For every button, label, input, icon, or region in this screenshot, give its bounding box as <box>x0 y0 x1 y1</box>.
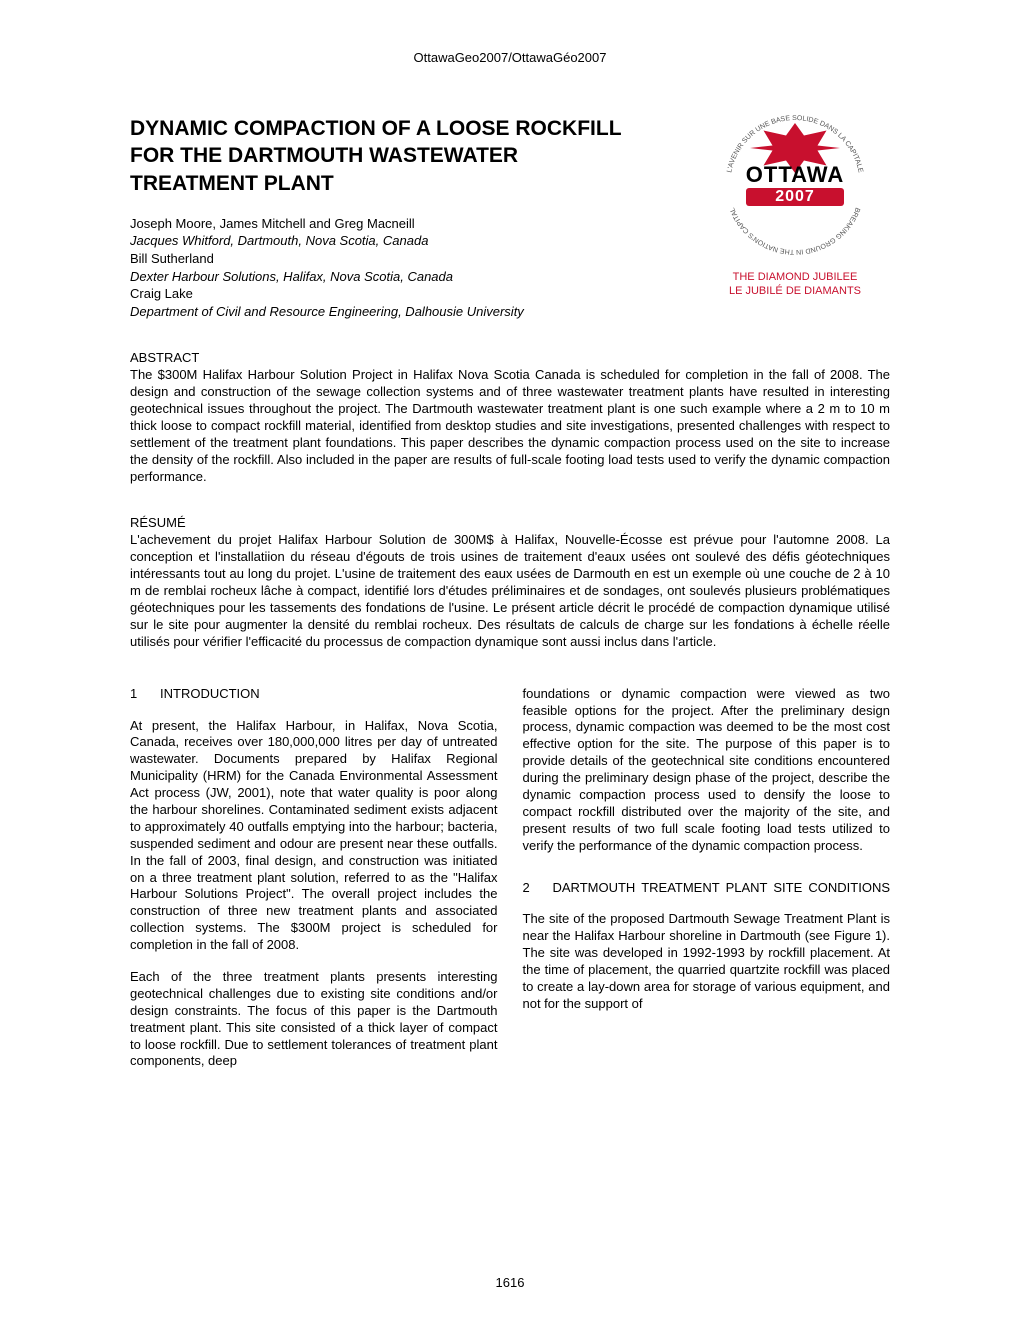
logo-tagline: THE DIAMOND JUBILEE LE JUBILÉ DE DIAMANT… <box>729 270 861 299</box>
col2-paragraph-1: foundations or dynamic compaction were v… <box>523 686 891 855</box>
author-line-1: Joseph Moore, James Mitchell and Greg Ma… <box>130 215 650 233</box>
intro-paragraph-2: Each of the three treatment plants prese… <box>130 969 498 1070</box>
logo-year: 2007 <box>746 188 844 206</box>
section-2-number: 2 <box>523 880 553 897</box>
abstract-heading: ABSTRACT <box>130 350 890 365</box>
arc-text-bottom: BREAKING GROUND IN THE NATION'S CAPITAL <box>729 206 861 255</box>
section-2-heading: 2 DARTMOUTH TREATMENT PLANT SITE CONDITI… <box>523 880 891 897</box>
author-affiliation-2: Dexter Harbour Solutions, Halifax, Nova … <box>130 268 650 286</box>
title-section: DYNAMIC COMPACTION OF A LOOSE ROCKFILL F… <box>130 115 890 320</box>
svg-text:BREAKING GROUND IN THE NATION': BREAKING GROUND IN THE NATION'S CAPITAL <box>729 206 861 255</box>
dartmouth-paragraph-1: The site of the proposed Dartmouth Sewag… <box>523 911 891 1012</box>
right-column: foundations or dynamic compaction were v… <box>523 686 891 1086</box>
abstract-body: The $300M Halifax Harbour Solution Proje… <box>130 367 890 485</box>
abstract-section: ABSTRACT The $300M Halifax Harbour Solut… <box>130 350 890 485</box>
section-1-heading: 1 INTRODUCTION <box>130 686 498 703</box>
logo-circle: L'AVENIR SUR UNE BASE SOLIDE DANS LA CAP… <box>715 105 875 265</box>
resume-section: RÉSUMÉ L'achevement du projet Halifax Ha… <box>130 515 890 650</box>
resume-body: L'achevement du projet Halifax Harbour S… <box>130 532 890 650</box>
title-left: DYNAMIC COMPACTION OF A LOOSE ROCKFILL F… <box>130 115 650 320</box>
tagline-fr: LE JUBILÉ DE DIAMANTS <box>729 284 861 298</box>
section-2-title: DARTMOUTH TREATMENT PLANT SITE CONDITION… <box>553 880 891 897</box>
conference-logo: L'AVENIR SUR UNE BASE SOLIDE DANS LA CAP… <box>700 105 890 299</box>
tagline-en: THE DIAMOND JUBILEE <box>729 270 861 284</box>
author-affiliation-3: Department of Civil and Resource Enginee… <box>130 303 650 321</box>
author-line-2: Bill Sutherland <box>130 250 650 268</box>
page-title: DYNAMIC COMPACTION OF A LOOSE ROCKFILL F… <box>130 115 650 197</box>
resume-heading: RÉSUMÉ <box>130 515 890 530</box>
intro-paragraph-1: At present, the Halifax Harbour, in Hali… <box>130 718 498 954</box>
logo-main-text: OTTAWA 2007 <box>746 164 844 206</box>
author-line-3: Craig Lake <box>130 285 650 303</box>
author-affiliation-1: Jacques Whitford, Dartmouth, Nova Scotia… <box>130 232 650 250</box>
section-1-number: 1 <box>130 686 160 703</box>
left-column: 1 INTRODUCTION At present, the Halifax H… <box>130 686 498 1086</box>
body-columns: 1 INTRODUCTION At present, the Halifax H… <box>130 686 890 1086</box>
logo-city: OTTAWA <box>746 164 844 186</box>
section-1-title: INTRODUCTION <box>160 686 498 703</box>
page-number: 1616 <box>0 1275 1020 1290</box>
conference-header: OttawaGeo2007/OttawaGéo2007 <box>130 50 890 65</box>
